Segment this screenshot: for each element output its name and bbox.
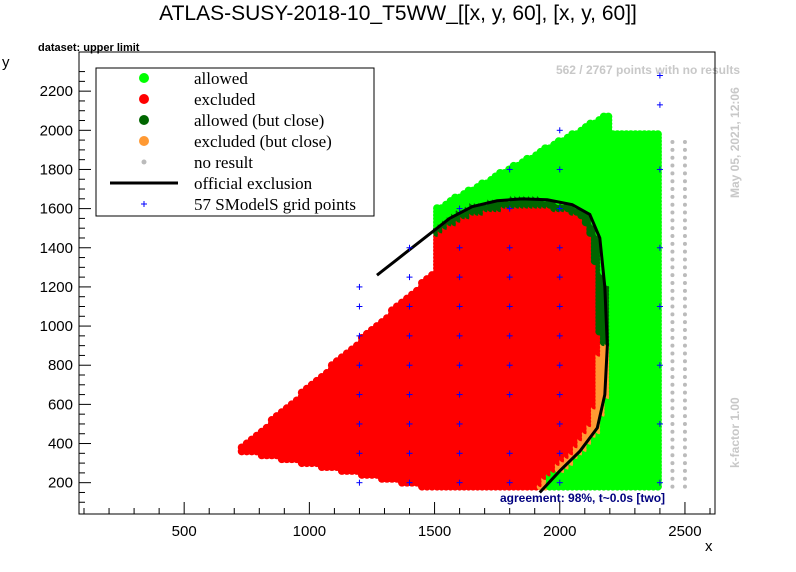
point-no-result	[670, 429, 675, 434]
point-no-result	[682, 484, 687, 489]
point-no-result	[682, 437, 687, 442]
point-no-result	[682, 273, 687, 278]
point-no-result	[670, 484, 675, 489]
point-no-result	[682, 367, 687, 372]
point-no-result	[670, 351, 675, 356]
point-no-result	[670, 320, 675, 325]
point-no-result	[682, 194, 687, 199]
point-no-result	[670, 155, 675, 160]
point-no-result	[682, 241, 687, 246]
point-no-result	[670, 476, 675, 481]
no-result-count: 562 / 2767 points with no results	[555, 63, 740, 77]
point-no-result	[670, 335, 675, 340]
point-no-result	[670, 257, 675, 262]
point-no-result	[682, 382, 687, 387]
point-no-result	[682, 249, 687, 254]
point-no-result	[682, 335, 687, 340]
point-no-result	[670, 461, 675, 466]
point-no-result	[670, 445, 675, 450]
point-no-result	[682, 187, 687, 192]
point-no-result	[670, 147, 675, 152]
point-no-result	[682, 155, 687, 160]
point-no-result	[670, 241, 675, 246]
point-no-result	[682, 445, 687, 450]
point-no-result	[670, 343, 675, 348]
point-no-result	[682, 461, 687, 466]
point-no-result	[682, 374, 687, 379]
point-no-result	[682, 288, 687, 293]
point-no-result	[682, 327, 687, 332]
point-no-result	[682, 140, 687, 145]
point-no-result	[670, 171, 675, 176]
point-no-result	[682, 421, 687, 426]
point-no-result	[670, 265, 675, 270]
point-no-result	[670, 312, 675, 317]
point-no-result	[670, 398, 675, 403]
point-no-result	[682, 202, 687, 207]
point-no-result	[670, 288, 675, 293]
points-layer	[237, 112, 687, 491]
point-no-result	[682, 429, 687, 434]
point-no-result	[670, 187, 675, 192]
dataset-label: dataset: upper limit	[38, 42, 140, 54]
point-no-result	[682, 147, 687, 152]
point-no-result	[670, 163, 675, 168]
point-no-result	[682, 281, 687, 285]
point-no-result	[682, 226, 687, 231]
point-no-result	[670, 234, 675, 239]
point-no-result	[682, 390, 687, 395]
point-no-result	[670, 194, 675, 199]
point-no-result	[682, 210, 687, 215]
point-no-result	[670, 249, 675, 254]
point-no-result	[682, 234, 687, 239]
point-no-result	[670, 140, 675, 145]
point-no-result	[670, 437, 675, 442]
point-no-result	[682, 476, 687, 481]
point-no-result	[670, 281, 675, 285]
point-no-result	[670, 218, 675, 223]
point-no-result	[682, 343, 687, 348]
point-no-result	[682, 265, 687, 270]
x-axis-label: x	[705, 538, 713, 555]
point-no-result	[682, 312, 687, 317]
point-no-result	[670, 304, 675, 309]
point-no-result	[670, 453, 675, 458]
point-no-result	[670, 273, 675, 278]
point-no-result	[670, 382, 675, 387]
point-no-result	[670, 210, 675, 215]
point-no-result	[670, 327, 675, 332]
point-no-result	[670, 421, 675, 426]
point-no-result	[670, 226, 675, 231]
point-no-result	[670, 414, 675, 419]
point-no-result	[682, 171, 687, 176]
point-no-result	[670, 468, 675, 473]
point-no-result	[670, 179, 675, 184]
point-no-result	[682, 453, 687, 458]
point-no-result	[670, 406, 675, 411]
agreement-label: agreement: 98%, t~0.0s [two]	[500, 491, 666, 505]
point-no-result	[682, 163, 687, 168]
point-no-result	[682, 304, 687, 309]
y-axis-label: y	[2, 54, 10, 71]
point-no-result	[682, 296, 687, 301]
point-no-result	[670, 374, 675, 379]
point-no-result	[682, 320, 687, 325]
point-no-result	[670, 359, 675, 364]
point-no-result	[682, 406, 687, 411]
point-no-result	[670, 296, 675, 301]
point-no-result	[682, 257, 687, 262]
chart-title: ATLAS-SUSY-2018-10_T5WW_[[x, y, 60], [x,…	[159, 2, 637, 25]
point-no-result	[682, 351, 687, 356]
point-no-result	[682, 414, 687, 419]
point-no-result	[670, 202, 675, 207]
point-no-result	[682, 468, 687, 473]
point-no-result	[682, 398, 687, 403]
point-no-result	[682, 359, 687, 364]
point-no-result	[682, 179, 687, 184]
point-no-result	[670, 390, 675, 395]
point-no-result	[682, 218, 687, 223]
point-allowed	[604, 112, 613, 121]
point-no-result	[670, 367, 675, 372]
